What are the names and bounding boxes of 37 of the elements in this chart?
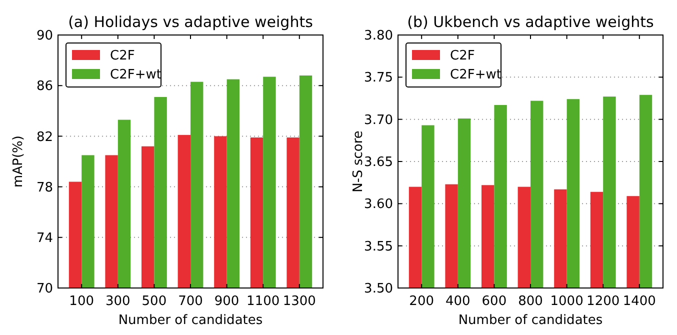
- y-tick-label: 3.50: [364, 282, 393, 297]
- x-tick-label: 800: [518, 294, 543, 309]
- y-tick-label: 3.60: [364, 197, 393, 212]
- x-tick-label: 1100: [246, 294, 280, 309]
- y-tick-label: 3.80: [364, 28, 393, 44]
- x-axis-title: Number of candidates: [458, 313, 603, 328]
- x-axis-title: Number of candidates: [118, 313, 263, 328]
- y-tick-label: 86: [36, 79, 53, 94]
- x-tick-label: 300: [105, 294, 130, 309]
- y-tick-label: 3.70: [364, 112, 393, 128]
- legend-label: C2F+wt: [110, 68, 162, 83]
- x-tick-label: 1400: [622, 294, 656, 309]
- y-axis-title: mAP(%): [11, 136, 26, 188]
- chart-title: (b) Ukbench vs adaptive weights: [407, 13, 654, 31]
- x-tick-label: 400: [445, 294, 470, 309]
- chart-title: (a) Holidays vs adaptive weights: [68, 13, 314, 31]
- legend-label: C2F+wt: [450, 68, 502, 83]
- legend-label: C2F: [450, 48, 475, 64]
- y-axis-title: N-S score: [351, 130, 366, 192]
- x-tick-label: 1300: [282, 294, 316, 309]
- x-tick-label: 500: [142, 294, 167, 309]
- x-tick-label: 700: [178, 294, 203, 309]
- x-tick-label: 900: [214, 294, 240, 309]
- x-tick-label: 100: [69, 294, 94, 309]
- x-tick-label: 1000: [550, 294, 584, 309]
- x-tick-label: 600: [482, 294, 507, 309]
- y-tick-label: 3.65: [364, 155, 393, 170]
- y-tick-label: 3.75: [364, 70, 393, 86]
- y-tick-label: 82: [36, 130, 53, 145]
- y-tick-label: 78: [36, 180, 53, 196]
- y-tick-label: 70: [36, 282, 53, 297]
- y-tick-label: 3.55: [364, 239, 393, 254]
- x-tick-label: 1200: [586, 294, 620, 309]
- y-tick-label: 74: [36, 230, 53, 246]
- y-tick-label: 90: [36, 28, 53, 44]
- x-tick-label: 200: [409, 294, 434, 309]
- legend-label: C2F: [110, 48, 135, 64]
